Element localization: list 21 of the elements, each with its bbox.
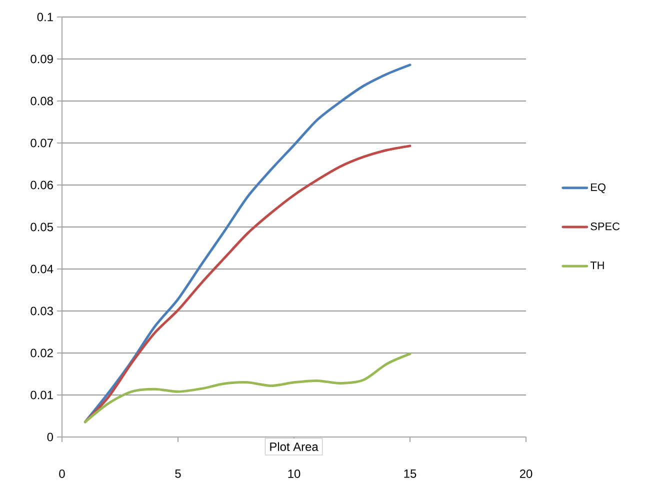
x-tick-label: 5 [175, 470, 181, 478]
x-tick-label: 20 [520, 470, 532, 478]
legend-label: TH [590, 262, 604, 270]
y-tick-label: 0.01 [30, 390, 53, 400]
y-tick-label: 0.07 [30, 138, 53, 148]
x-tick-label: 15 [404, 470, 416, 478]
y-tick-label: 0.02 [30, 348, 53, 358]
x-tick-label: 10 [288, 470, 300, 478]
y-tick-label: 0.1 [37, 12, 53, 22]
y-tick-label: 0.05 [30, 222, 53, 232]
y-tick-label: 0.09 [30, 54, 53, 64]
legend-label: EQ [591, 183, 606, 194]
y-tick-label: 0.08 [30, 96, 53, 106]
x-tick-label: 0 [59, 470, 65, 478]
line-series [84, 352, 412, 424]
legend-label: SPEC [590, 222, 620, 230]
y-tick-label: 0.03 [30, 306, 53, 316]
y-tick-label: 0.06 [30, 180, 53, 190]
y-tick-label: 0 [47, 432, 54, 442]
y-tick-label: 0.04 [30, 264, 54, 274]
text: Plot Area [270, 442, 318, 451]
